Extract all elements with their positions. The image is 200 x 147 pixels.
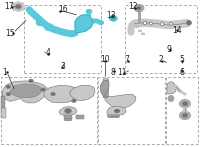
Circle shape [179, 100, 191, 108]
Ellipse shape [136, 26, 138, 27]
Bar [1, 96, 5, 109]
Text: 14: 14 [172, 26, 182, 35]
Ellipse shape [150, 22, 152, 25]
Circle shape [30, 80, 32, 82]
Text: 10: 10 [100, 55, 110, 64]
Circle shape [21, 8, 23, 10]
Circle shape [138, 7, 140, 9]
Text: 11: 11 [117, 68, 127, 77]
Circle shape [110, 16, 117, 21]
Circle shape [13, 3, 16, 5]
Ellipse shape [142, 33, 144, 34]
Ellipse shape [139, 30, 141, 31]
Circle shape [7, 86, 10, 88]
Circle shape [134, 4, 144, 12]
Text: 2: 2 [159, 55, 163, 64]
Text: 13: 13 [106, 11, 116, 20]
Ellipse shape [170, 22, 172, 25]
Circle shape [41, 88, 45, 91]
Text: 17: 17 [4, 2, 14, 11]
Circle shape [136, 6, 142, 10]
Circle shape [86, 10, 92, 13]
Circle shape [6, 92, 11, 96]
Polygon shape [10, 84, 42, 98]
Text: 7: 7 [125, 55, 129, 64]
Circle shape [51, 92, 55, 96]
Text: 1: 1 [2, 67, 7, 77]
Ellipse shape [160, 22, 164, 26]
Circle shape [72, 99, 76, 102]
Ellipse shape [103, 96, 108, 98]
Polygon shape [167, 82, 176, 94]
Polygon shape [107, 107, 126, 115]
Circle shape [36, 20, 44, 25]
Text: 15: 15 [6, 29, 15, 38]
Ellipse shape [135, 26, 139, 27]
Circle shape [15, 4, 22, 9]
Bar [104, 79, 107, 97]
Bar [76, 115, 84, 119]
Circle shape [64, 108, 72, 114]
Ellipse shape [186, 20, 192, 25]
Polygon shape [105, 94, 136, 108]
Circle shape [7, 93, 10, 95]
Ellipse shape [138, 30, 142, 32]
Circle shape [12, 6, 15, 8]
Ellipse shape [103, 78, 108, 80]
Circle shape [17, 9, 20, 11]
Circle shape [14, 3, 23, 10]
Circle shape [99, 21, 103, 25]
Circle shape [179, 111, 191, 120]
Circle shape [17, 2, 20, 4]
Circle shape [17, 5, 20, 8]
Polygon shape [2, 81, 47, 103]
Polygon shape [59, 107, 77, 115]
Ellipse shape [169, 96, 173, 101]
Ellipse shape [64, 119, 72, 121]
Circle shape [45, 24, 53, 30]
Circle shape [112, 17, 115, 20]
Circle shape [66, 110, 70, 112]
Ellipse shape [114, 109, 120, 113]
Ellipse shape [168, 96, 174, 101]
Ellipse shape [187, 21, 191, 24]
Bar [64, 115, 72, 119]
Bar [1, 108, 6, 118]
Text: 12: 12 [128, 2, 138, 11]
Polygon shape [70, 85, 95, 101]
Circle shape [183, 114, 187, 117]
Circle shape [22, 6, 25, 8]
Text: 8: 8 [111, 67, 115, 77]
Circle shape [21, 3, 23, 5]
Polygon shape [100, 80, 109, 97]
Circle shape [42, 89, 44, 91]
Circle shape [29, 79, 33, 83]
Text: 3: 3 [61, 62, 65, 71]
Text: 16: 16 [58, 5, 68, 14]
Circle shape [13, 8, 16, 10]
Ellipse shape [143, 21, 147, 25]
Text: 9: 9 [167, 45, 171, 54]
Polygon shape [44, 85, 80, 103]
Text: 4: 4 [46, 48, 50, 57]
Text: 6: 6 [180, 67, 184, 77]
Circle shape [6, 85, 11, 88]
Bar [103, 79, 108, 97]
Polygon shape [75, 15, 93, 33]
Circle shape [183, 102, 187, 105]
Circle shape [52, 93, 54, 95]
Text: 5: 5 [180, 55, 184, 64]
Circle shape [181, 113, 189, 118]
Circle shape [73, 100, 75, 102]
Ellipse shape [141, 33, 145, 35]
Ellipse shape [115, 110, 119, 112]
Circle shape [181, 101, 189, 106]
